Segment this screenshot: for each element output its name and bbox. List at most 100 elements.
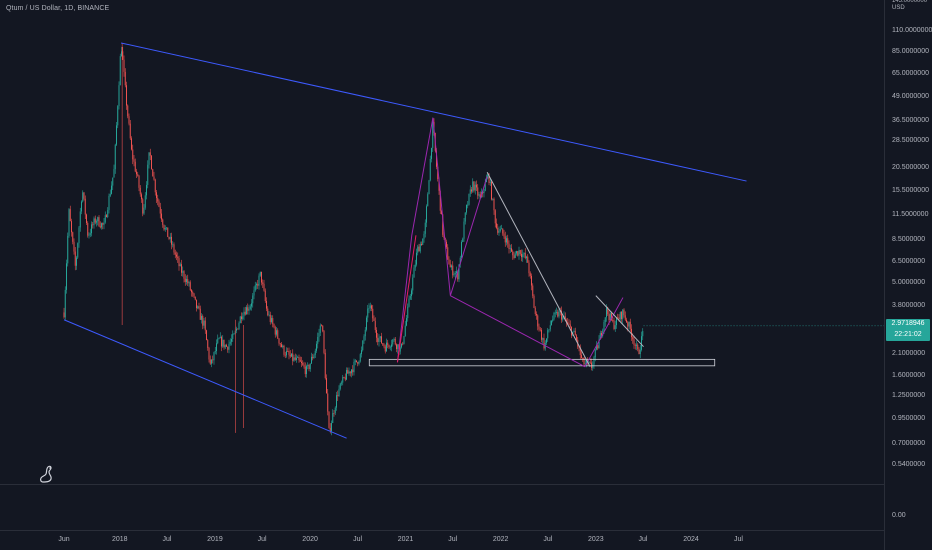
- candle: [276, 330, 277, 335]
- candle: [257, 284, 259, 286]
- candle: [487, 174, 489, 179]
- candle: [474, 184, 476, 191]
- candle: [414, 264, 416, 268]
- candle: [154, 179, 156, 193]
- candle: [608, 314, 610, 321]
- candle: [253, 290, 255, 296]
- candle: [621, 312, 622, 320]
- candle: [483, 190, 485, 194]
- y-tick: 28.5000000: [892, 137, 929, 145]
- trendline-7: [486, 171, 591, 367]
- candle: [231, 338, 232, 342]
- price-chart[interactable]: [0, 0, 884, 550]
- candle: [389, 346, 391, 348]
- candle: [578, 346, 580, 348]
- candle: [268, 314, 270, 316]
- candle: [349, 371, 351, 374]
- candle: [76, 257, 77, 266]
- candle: [611, 313, 612, 321]
- candle: [511, 248, 512, 252]
- price-axis-divider: [884, 0, 885, 550]
- candle: [449, 264, 451, 268]
- candle: [92, 224, 94, 226]
- candle: [237, 328, 239, 330]
- candle: [376, 330, 377, 338]
- candle: [492, 198, 494, 200]
- candle: [258, 275, 260, 286]
- candle: [396, 344, 397, 350]
- candle: [328, 411, 330, 428]
- candle: [183, 271, 185, 279]
- candle: [447, 247, 449, 260]
- candle: [153, 176, 155, 180]
- candle: [217, 338, 219, 344]
- y-tick: 20.5000000: [892, 164, 929, 172]
- candle: [68, 209, 70, 236]
- candle: [119, 56, 121, 86]
- pane-divider[interactable]: [0, 484, 884, 485]
- candle: [352, 369, 354, 373]
- candle: [394, 338, 396, 345]
- candle: [454, 273, 456, 275]
- candle: [281, 344, 282, 348]
- candle: [69, 209, 71, 222]
- candle: [618, 317, 620, 320]
- candle: [484, 182, 486, 191]
- candle: [227, 346, 229, 350]
- candle: [512, 251, 514, 256]
- candle: [88, 234, 90, 236]
- tradingview-logo-icon[interactable]: [38, 462, 56, 484]
- candle: [174, 252, 176, 255]
- trendline-6: [396, 235, 417, 363]
- candle: [166, 227, 167, 229]
- candle: [634, 344, 636, 346]
- candle: [343, 377, 345, 378]
- candle: [633, 339, 635, 345]
- candle: [412, 277, 414, 291]
- candle: [218, 338, 220, 339]
- candle: [466, 205, 467, 213]
- candle: [407, 306, 409, 319]
- candle: [612, 320, 614, 321]
- y-tick-partial: 145.0000000: [892, 0, 928, 4]
- candle: [156, 192, 157, 199]
- candle: [543, 338, 545, 349]
- candle: [479, 194, 481, 198]
- y-tick: 0.5400000: [892, 461, 926, 468]
- candle: [493, 198, 495, 211]
- candle: [292, 353, 294, 361]
- x-tick: Jun: [58, 536, 70, 543]
- candle: [404, 325, 406, 337]
- candle: [333, 413, 335, 414]
- candle: [501, 228, 502, 230]
- candle: [507, 238, 509, 244]
- candle: [557, 311, 559, 317]
- candle: [236, 328, 237, 331]
- candle: [599, 333, 601, 340]
- candle: [346, 370, 347, 380]
- candle: [546, 338, 547, 343]
- candle: [471, 189, 472, 192]
- candle: [368, 307, 370, 309]
- candle: [359, 354, 361, 362]
- candle: [497, 227, 499, 233]
- candle: [103, 222, 105, 225]
- candle: [521, 253, 522, 258]
- candle: [109, 193, 111, 196]
- candle: [277, 330, 279, 339]
- y-tick: 0.7000000: [892, 439, 926, 447]
- candle: [379, 336, 381, 339]
- candle: [208, 347, 210, 360]
- y-tick: 11.5000000: [892, 211, 929, 219]
- candle: [366, 317, 367, 330]
- candle: [601, 333, 602, 336]
- y-tick: 1.2500000: [892, 392, 926, 400]
- candle: [296, 357, 297, 360]
- candle: [321, 325, 322, 327]
- candle: [631, 328, 632, 338]
- candle: [463, 221, 465, 239]
- candle: [233, 333, 235, 335]
- candle: [301, 361, 302, 364]
- x-tick: 2019: [207, 536, 223, 543]
- candle: [306, 366, 307, 375]
